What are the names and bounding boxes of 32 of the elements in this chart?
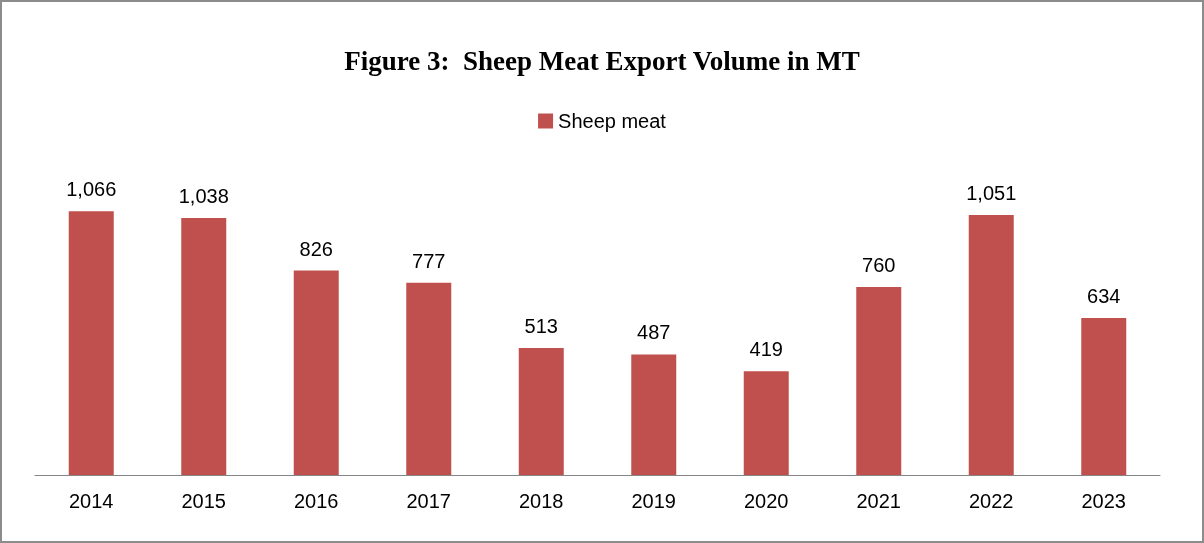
bar — [518, 348, 564, 475]
bar — [68, 211, 114, 475]
bar — [968, 214, 1014, 475]
data-label: 777 — [412, 249, 446, 272]
x-tick-label: 2019 — [631, 490, 676, 512]
bar — [1081, 318, 1127, 475]
data-label: 1,066 — [66, 178, 117, 201]
x-tick-label: 2015 — [181, 490, 226, 512]
data-label: 419 — [749, 338, 783, 361]
x-tick-label: 2016 — [294, 490, 339, 512]
legend-label: Sheep meat — [558, 110, 667, 132]
data-label: 826 — [299, 237, 333, 260]
bar — [181, 218, 227, 475]
data-label: 1,051 — [966, 181, 1017, 204]
data-label: 634 — [1087, 285, 1121, 308]
x-tick-label: 2020 — [744, 490, 789, 512]
x-tick-label: 2021 — [856, 490, 901, 512]
bar — [743, 371, 789, 475]
x-tick-label: 2014 — [69, 490, 114, 512]
bar — [856, 286, 902, 475]
x-tick-label: 2018 — [519, 490, 564, 512]
x-tick-label: 2017 — [406, 490, 451, 512]
data-label: 1,038 — [178, 185, 229, 208]
bar — [293, 270, 339, 475]
data-label: 513 — [524, 315, 558, 338]
x-tick-label: 2023 — [1081, 490, 1126, 512]
bar — [631, 354, 677, 475]
data-label: 487 — [637, 321, 671, 344]
bar — [406, 282, 452, 475]
x-tick-label: 2022 — [969, 490, 1014, 512]
chart-title: Figure 3: Sheep Meat Export Volume in MT — [344, 45, 860, 76]
data-label: 760 — [862, 253, 896, 276]
